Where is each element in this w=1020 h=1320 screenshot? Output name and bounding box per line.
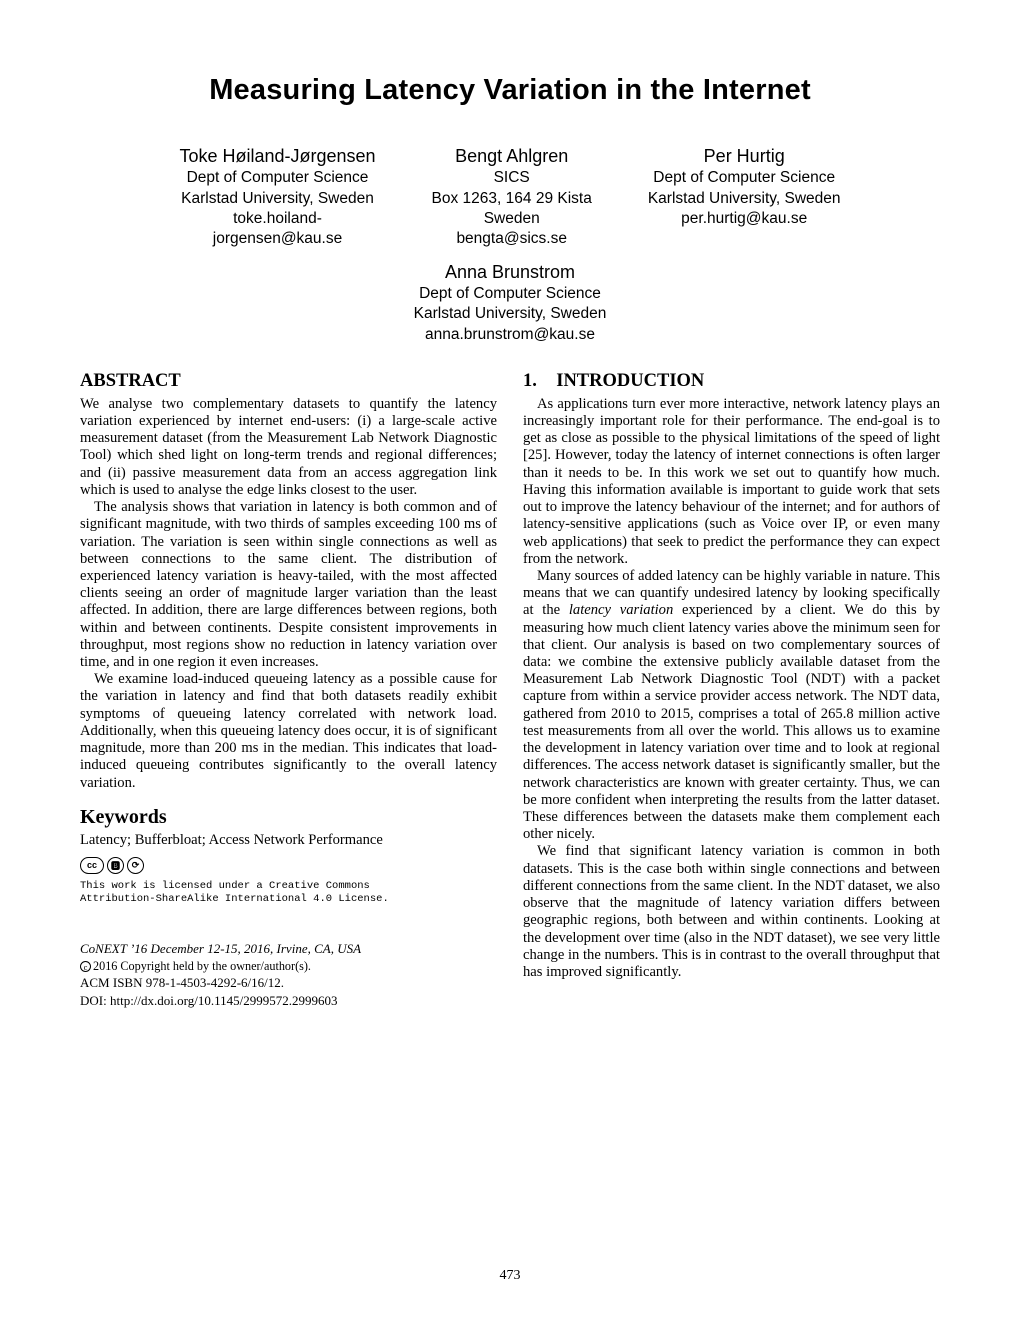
author-email: jorgensen@kau.se	[179, 229, 375, 249]
intro-paragraph: We find that significant latency variati…	[523, 843, 940, 981]
author-block-2: Bengt Ahlgren SICS Box 1263, 164 29 Kist…	[432, 145, 592, 249]
intro-paragraph: Many sources of added latency can be hig…	[523, 568, 940, 844]
author-email: anna.brunstrom@kau.se	[80, 325, 940, 345]
author-block-1: Toke Høiland-Jørgensen Dept of Computer …	[179, 145, 375, 249]
intro-heading: 1. INTRODUCTION	[523, 371, 940, 392]
license-text: This work is licensed under a Creative C…	[80, 880, 497, 906]
left-column: ABSTRACT We analyse two complementary da…	[80, 371, 497, 1009]
keywords-line: Latency; Bufferbloat; Access Network Per…	[80, 832, 497, 849]
keywords-heading: Keywords	[80, 806, 497, 829]
two-column-body: ABSTRACT We analyse two complementary da…	[80, 371, 940, 1009]
cc-license-badges: cc 🅱 ⟳	[80, 857, 497, 874]
doi-url: http://dx.doi.org/10.1145/2999572.299960…	[110, 993, 338, 1008]
author-name: Anna Brunstrom	[80, 261, 940, 284]
author-block-3: Per Hurtig Dept of Computer Science Karl…	[648, 145, 841, 249]
isbn-line: ACM ISBN 978-1-4503-4292-6/16/12.	[80, 974, 497, 992]
cc-by-icon: 🅱	[107, 857, 124, 874]
right-column: 1. INTRODUCTION As applications turn eve…	[523, 371, 940, 1009]
copyright-line: c2016 Copyright held by the owner/author…	[80, 958, 497, 974]
author-affil: Dept of Computer Science	[80, 284, 940, 304]
author-affil: Box 1263, 164 29 Kista	[432, 189, 592, 209]
paper-title: Measuring Latency Variation in the Inter…	[80, 74, 940, 107]
author-affil: Karlstad University, Sweden	[648, 189, 841, 209]
abstract-paragraph: We analyse two complementary datasets to…	[80, 396, 497, 499]
copyright-text: 2016 Copyright held by the owner/author(…	[93, 959, 311, 973]
doi-line: DOI: http://dx.doi.org/10.1145/2999572.2…	[80, 992, 497, 1010]
author-name: Bengt Ahlgren	[432, 145, 592, 168]
section-number: 1.	[523, 371, 547, 392]
author-email: bengta@sics.se	[432, 229, 592, 249]
emphasis: latency variation	[569, 602, 673, 618]
text-run: experienced by a client. We do this by m…	[523, 602, 940, 842]
author-affil: Dept of Computer Science	[648, 168, 841, 188]
author-affil: Sweden	[432, 209, 592, 229]
abstract-paragraph: The analysis shows that variation in lat…	[80, 499, 497, 671]
author-affil: Karlstad University, Sweden	[80, 304, 940, 324]
author-affil: Dept of Computer Science	[179, 168, 375, 188]
doi-label: DOI:	[80, 993, 110, 1008]
section-title: INTRODUCTION	[556, 371, 704, 391]
license-line: Attribution-ShareAlike International 4.0…	[80, 893, 497, 906]
copyright-icon: c	[80, 961, 91, 972]
license-line: This work is licensed under a Creative C…	[80, 880, 497, 893]
cc-sa-icon: ⟳	[127, 857, 144, 874]
author-email: toke.hoiland-	[179, 209, 375, 229]
abstract-heading: ABSTRACT	[80, 371, 497, 392]
author-email: per.hurtig@kau.se	[648, 209, 841, 229]
author-affil: Karlstad University, Sweden	[179, 189, 375, 209]
authors-row-1: Toke Høiland-Jørgensen Dept of Computer …	[80, 145, 940, 249]
intro-paragraph: As applications turn ever more interacti…	[523, 396, 940, 568]
abstract-paragraph: We examine load-induced queueing latency…	[80, 671, 497, 792]
authors-row-2: Anna Brunstrom Dept of Computer Science …	[80, 261, 940, 345]
author-affil: SICS	[432, 168, 592, 188]
author-name: Per Hurtig	[648, 145, 841, 168]
cc-icon: cc	[80, 857, 104, 874]
publication-footer: CoNEXT ’16 December 12-15, 2016, Irvine,…	[80, 940, 497, 1009]
venue-line: CoNEXT ’16 December 12-15, 2016, Irvine,…	[80, 940, 497, 958]
page-number: 473	[0, 1268, 1020, 1284]
author-name: Toke Høiland-Jørgensen	[179, 145, 375, 168]
